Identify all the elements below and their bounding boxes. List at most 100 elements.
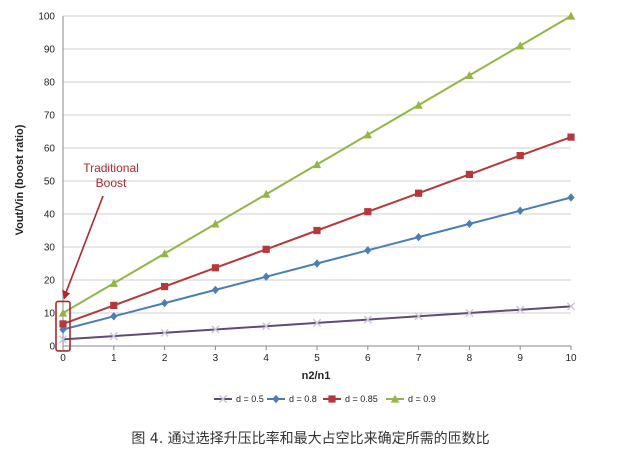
- legend-label: d = 0.8: [289, 394, 317, 404]
- chart-axes: [62, 16, 572, 350]
- data-point: [109, 278, 118, 287]
- chart-legend: d = 0.5 d = 0.8 d = 0.85 d = 0.9: [214, 394, 436, 404]
- data-point: [161, 298, 169, 308]
- data-point: [211, 264, 219, 272]
- marker-stroke: [218, 394, 228, 404]
- data-point: [312, 160, 322, 169]
- data-point: [566, 302, 576, 311]
- x-tick-label: 0: [60, 353, 66, 364]
- legend-item: d = 0.8: [267, 394, 317, 404]
- annotation-arrow-line: [65, 195, 104, 293]
- x-tick-label: 8: [467, 353, 473, 364]
- y-axis-tick-labels: 0 10 20 30 40 50 60 70 80 90 100: [38, 12, 55, 353]
- data-point: [516, 305, 525, 314]
- annotation-text: Traditional: [83, 161, 139, 175]
- marker-stroke: [312, 318, 322, 327]
- y-tick-label: 60: [44, 144, 56, 155]
- data-point: [567, 133, 575, 141]
- legend-item: d = 0.5: [214, 394, 264, 404]
- marker-stroke: [160, 328, 169, 337]
- data-point: [262, 245, 270, 253]
- data-point: [414, 312, 423, 321]
- data-point: [465, 219, 473, 229]
- data-point: [161, 283, 169, 291]
- chart-series: [58, 11, 576, 344]
- marker-stroke: [566, 302, 576, 311]
- marker-stroke: [363, 315, 372, 324]
- y-tick-label: 80: [44, 78, 56, 89]
- data-point: [110, 312, 118, 321]
- data-point: [566, 11, 576, 20]
- data-point: [110, 301, 118, 310]
- data-point: [415, 232, 423, 242]
- x-tick-label: 7: [416, 353, 422, 364]
- x-tick-label: 3: [213, 353, 219, 364]
- legend-label: d = 0.9: [408, 394, 436, 404]
- y-tick-label: 70: [44, 111, 56, 122]
- data-point: [160, 328, 169, 337]
- data-point: [363, 315, 372, 324]
- data-point: [516, 206, 524, 215]
- data-point: [211, 219, 220, 228]
- y-tick-label: 30: [44, 243, 56, 254]
- legend-label: d = 0.85: [345, 394, 378, 404]
- y-tick-label: 20: [44, 276, 56, 287]
- marker-stroke: [211, 325, 220, 334]
- data-point: [516, 151, 524, 160]
- figure-caption: 图 4. 通过选择升压比率和最大占空比来确定所需的匝数比: [131, 431, 490, 447]
- data-point: [414, 100, 423, 109]
- data-point: [58, 335, 68, 344]
- legend-label: d = 0.5: [236, 394, 264, 404]
- chart-gridlines: [63, 15, 571, 314]
- data-point: [262, 189, 271, 198]
- y-tick-label: 100: [38, 12, 55, 23]
- marker-stroke: [109, 332, 118, 341]
- x-tick-label: 1: [111, 353, 117, 364]
- marker-stroke: [465, 308, 474, 318]
- data-point: [262, 272, 270, 281]
- data-point: [211, 285, 219, 295]
- data-point: [364, 246, 372, 255]
- data-point: [109, 332, 118, 341]
- data-point: [262, 322, 271, 331]
- data-point: [313, 226, 321, 235]
- series-d-0-5: [58, 302, 576, 344]
- data-point: [364, 208, 372, 216]
- data-point: [465, 71, 474, 79]
- x-axis-title: n2/n1: [302, 370, 331, 382]
- y-tick-label: 50: [44, 177, 56, 188]
- data-point: [211, 325, 220, 334]
- x-tick-label: 9: [517, 353, 523, 364]
- y-tick-label: 10: [44, 309, 56, 320]
- legend-marker: [272, 394, 280, 404]
- y-tick-label: 0: [49, 342, 55, 353]
- highlight-box: [55, 300, 71, 352]
- legend-marker: [218, 394, 228, 404]
- legend-marker: [328, 395, 336, 403]
- series-d-0-85: [59, 133, 575, 328]
- data-point: [313, 259, 321, 268]
- series-d-0-9: [58, 11, 576, 317]
- data-point: [160, 249, 169, 258]
- data-point: [59, 320, 67, 328]
- data-point: [363, 130, 372, 139]
- data-point: [312, 318, 322, 327]
- y-tick-label: 40: [44, 210, 56, 221]
- x-tick-label: 6: [365, 353, 371, 364]
- legend-item: d = 0.85: [323, 394, 378, 404]
- marker-stroke: [58, 335, 68, 344]
- data-point: [465, 308, 474, 318]
- marker-stroke: [262, 322, 271, 331]
- x-tick-label: 10: [565, 353, 577, 364]
- x-tick-label: 4: [263, 353, 269, 364]
- marker-stroke: [414, 312, 423, 321]
- data-point: [58, 308, 68, 317]
- data-point: [516, 41, 525, 50]
- annotation-text: Boost: [96, 176, 127, 190]
- y-axis-title: Vout/Vin (boost ratio): [14, 124, 26, 235]
- x-tick-label: 2: [162, 353, 168, 364]
- data-point: [465, 170, 473, 178]
- annotation-arrowhead: [62, 289, 70, 300]
